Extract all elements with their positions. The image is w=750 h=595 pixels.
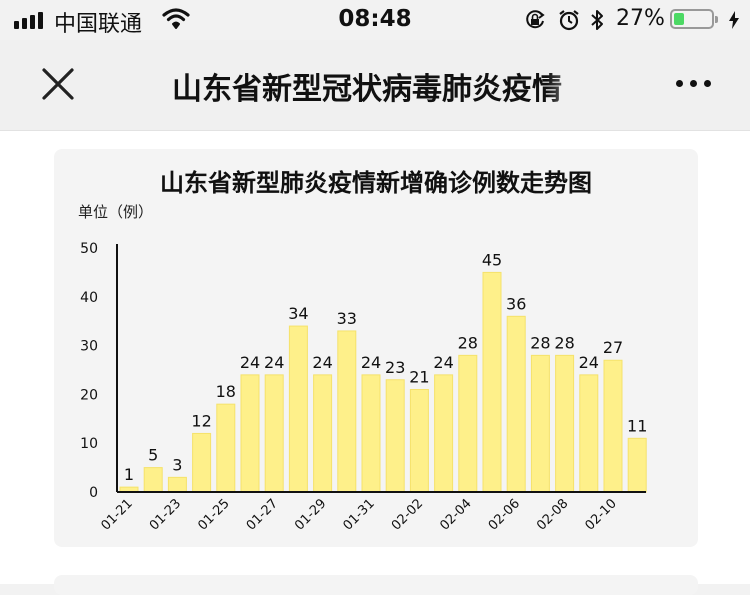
battery-percent: 27% [616, 6, 665, 31]
alarm-icon [559, 10, 579, 31]
chart-card: 山东省新型肺炎疫情新增确诊例数走势图 单位（例） 0 10 20 30 40 50 1 5 3 1… [54, 149, 698, 547]
nav-bar: 山东省新型冠状病毒肺炎疫情 [0, 40, 750, 131]
y-tick-label: 50 [80, 241, 98, 257]
bar [627, 437, 647, 493]
data-label: 24 [579, 353, 599, 372]
battery-icon [670, 9, 718, 29]
bar [313, 374, 333, 493]
data-label: 24 [264, 353, 284, 372]
bar [530, 354, 550, 493]
data-label: 12 [191, 411, 211, 430]
data-label: 28 [458, 333, 478, 352]
bar [458, 354, 478, 493]
x-tick-label: 01-21 [99, 496, 136, 533]
x-tick-label: 02-08 [534, 496, 571, 533]
data-label: 28 [554, 333, 574, 352]
more-icon[interactable] [676, 80, 711, 87]
signal-icon [14, 12, 43, 29]
data-label: 3 [172, 455, 182, 474]
chart-title: 山东省新型肺炎疫情新增确诊例数走势图 [160, 169, 592, 197]
charging-icon [729, 11, 739, 29]
x-tick-label: 01-27 [244, 496, 281, 533]
bar [216, 403, 236, 493]
content-area: 山东省新型肺炎疫情新增确诊例数走势图 单位（例） 0 10 20 30 40 50 1 5 3 1… [0, 131, 750, 595]
y-tick-label: 40 [80, 290, 98, 306]
bar [579, 374, 599, 493]
data-label: 24 [433, 353, 453, 372]
bar [337, 330, 357, 493]
wifi-icon [162, 8, 190, 29]
data-label: 28 [530, 333, 550, 352]
data-label: 5 [148, 446, 158, 465]
bar [167, 476, 187, 493]
bar [143, 467, 163, 493]
bar [409, 389, 429, 493]
data-label: 24 [312, 353, 332, 372]
data-label: 11 [627, 416, 647, 435]
data-label: 33 [337, 309, 357, 328]
y-tick-label: 30 [80, 339, 98, 355]
data-label: 27 [603, 338, 623, 357]
data-label: 36 [506, 294, 526, 313]
bar [192, 432, 212, 493]
data-label: 1 [124, 465, 134, 484]
bar [506, 315, 526, 493]
bar [361, 374, 381, 493]
bar [240, 374, 260, 493]
bar [385, 379, 405, 493]
page-title: 山东省新型冠状病毒肺炎疫情 [172, 72, 562, 107]
bar [482, 271, 502, 493]
data-label: 23 [385, 358, 405, 377]
x-tick-label: 02-04 [437, 496, 474, 533]
bar [434, 374, 454, 493]
status-bar: 中国联通 08:48 27% [0, 0, 750, 40]
data-label: 24 [361, 353, 381, 372]
next-card [54, 575, 698, 595]
x-tick-label: 01-25 [195, 496, 232, 533]
y-tick-label: 20 [80, 387, 98, 403]
rotation-lock-icon [526, 10, 545, 29]
data-label: 21 [409, 368, 429, 387]
x-tick-label: 02-02 [389, 496, 426, 533]
x-tick-label: 01-29 [292, 496, 329, 533]
x-tick-label: 01-23 [147, 496, 184, 533]
x-tick-label: 01-31 [341, 496, 378, 533]
data-label: 34 [288, 304, 308, 323]
x-tick-label: 02-06 [486, 496, 523, 533]
close-icon[interactable] [38, 64, 78, 104]
y-tick-label: 0 [89, 485, 98, 501]
data-label: 24 [240, 353, 260, 372]
x-tick-label: 02-10 [583, 496, 620, 533]
data-label: 45 [482, 250, 502, 269]
data-label: 18 [216, 382, 236, 401]
bar [288, 325, 308, 493]
y-tick-label: 10 [80, 436, 98, 452]
bar [603, 359, 623, 493]
bar [264, 374, 284, 493]
bar [555, 354, 575, 493]
carrier-name: 中国联通 [54, 12, 143, 37]
clock: 08:48 [338, 6, 412, 32]
bluetooth-icon [591, 10, 603, 30]
y-axis-label: 单位（例） [78, 203, 154, 221]
